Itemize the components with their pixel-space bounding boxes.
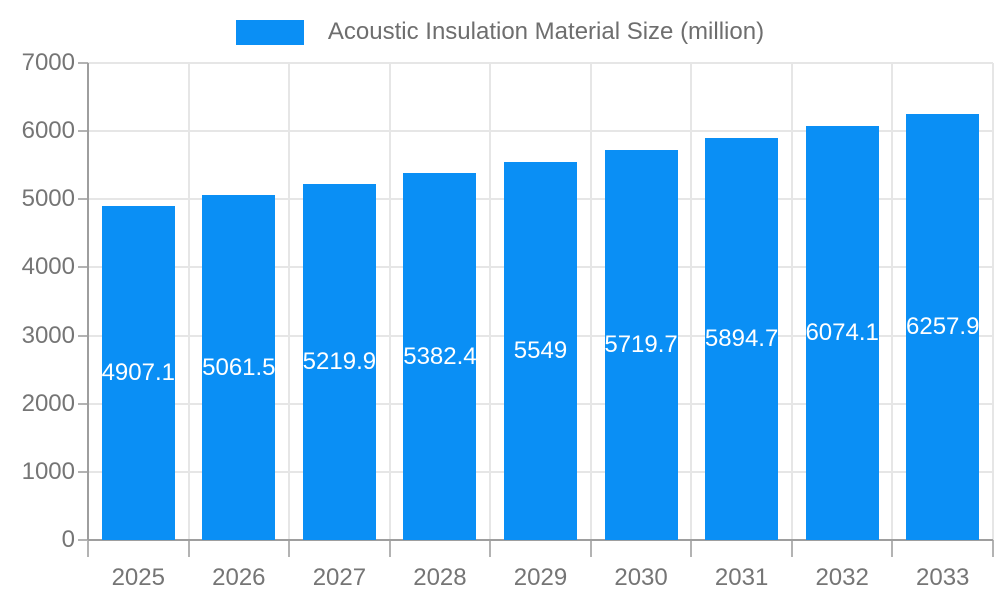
y-axis-tick <box>78 266 88 269</box>
y-tick-label: 7000 <box>21 49 75 76</box>
legend-swatch <box>235 19 304 45</box>
gridline-vertical <box>690 63 693 540</box>
bar-value-label: 4907.1 <box>101 358 175 386</box>
x-axis-tick <box>489 540 492 557</box>
gridline-vertical <box>589 63 592 540</box>
bar: 6074.1 <box>805 126 879 540</box>
x-tick-label: 2025 <box>111 564 165 591</box>
bar-value-label: 5382.4 <box>403 342 477 370</box>
y-tick-label: 1000 <box>21 457 75 485</box>
y-tick-label: 0 <box>61 526 75 553</box>
x-axis-tick <box>992 540 994 557</box>
bar: 5719.7 <box>604 150 678 540</box>
gridline-vertical <box>992 63 994 540</box>
y-axis-line <box>87 63 89 540</box>
y-tick-label: 6000 <box>21 117 75 145</box>
gridline-horizontal <box>88 62 993 64</box>
legend-label: Acoustic Insulation Material Size (milli… <box>327 18 765 45</box>
gridline-vertical <box>288 63 291 540</box>
gridline-vertical <box>790 63 793 540</box>
y-tick-label: 4000 <box>21 253 75 281</box>
y-axis-tick <box>78 470 88 473</box>
x-axis-tick <box>690 540 693 557</box>
legend: Acoustic Insulation Material Size (milli… <box>0 18 1000 46</box>
gridline-vertical <box>891 63 894 540</box>
bar-value-label: 6074.1 <box>805 319 879 347</box>
y-axis-tick <box>78 334 88 337</box>
bar: 6257.9 <box>906 113 980 540</box>
y-axis-tick <box>78 198 88 201</box>
y-tick-label: 3000 <box>21 321 75 349</box>
gridline-vertical <box>388 63 391 540</box>
x-tick-label: 2032 <box>815 564 869 591</box>
gridline-vertical <box>187 63 190 540</box>
x-tick-label: 2031 <box>714 564 769 591</box>
x-axis-line <box>88 539 993 541</box>
gridline-vertical <box>489 63 492 540</box>
x-tick-label: 2029 <box>513 564 568 591</box>
x-tick-label: 2033 <box>916 564 970 591</box>
bar: 5894.7 <box>705 138 778 540</box>
bar: 5549 <box>504 161 577 540</box>
x-tick-label: 2030 <box>614 564 668 591</box>
bar: 5382.4 <box>403 173 477 540</box>
y-tick-label: 2000 <box>21 389 75 417</box>
bar: 4907.1 <box>101 205 175 540</box>
y-axis-tick <box>78 130 88 133</box>
x-axis-tick <box>790 540 793 557</box>
x-axis-tick <box>589 540 592 557</box>
x-axis-tick <box>87 540 89 557</box>
y-axis-tick <box>78 62 88 64</box>
bar-value-label: 5219.9 <box>302 348 377 376</box>
y-axis-tick <box>78 402 88 405</box>
plot-area: 0 1000 2000 3000 4000 5000 6000 7000 4907.1 2025 5… <box>22 49 994 591</box>
bar-value-label: 5894.7 <box>704 325 779 353</box>
x-axis-tick <box>388 540 391 557</box>
x-tick-label: 2028 <box>413 564 467 591</box>
bar-value-label: 5549 <box>513 336 568 364</box>
y-axis-tick <box>78 539 88 541</box>
x-tick-label: 2027 <box>312 564 367 591</box>
bar-value-label: 5719.7 <box>604 331 678 359</box>
bar: 5219.9 <box>303 184 376 540</box>
bar: 5061.5 <box>202 195 276 540</box>
x-axis-tick <box>891 540 894 557</box>
x-axis-tick <box>288 540 291 557</box>
x-axis-tick <box>187 540 190 557</box>
x-tick-label: 2026 <box>212 564 266 591</box>
bar-value-label: 6257.9 <box>906 312 980 340</box>
y-tick-label: 5000 <box>21 185 75 213</box>
bar-value-label: 5061.5 <box>202 353 276 381</box>
gridline-horizontal <box>88 130 993 133</box>
